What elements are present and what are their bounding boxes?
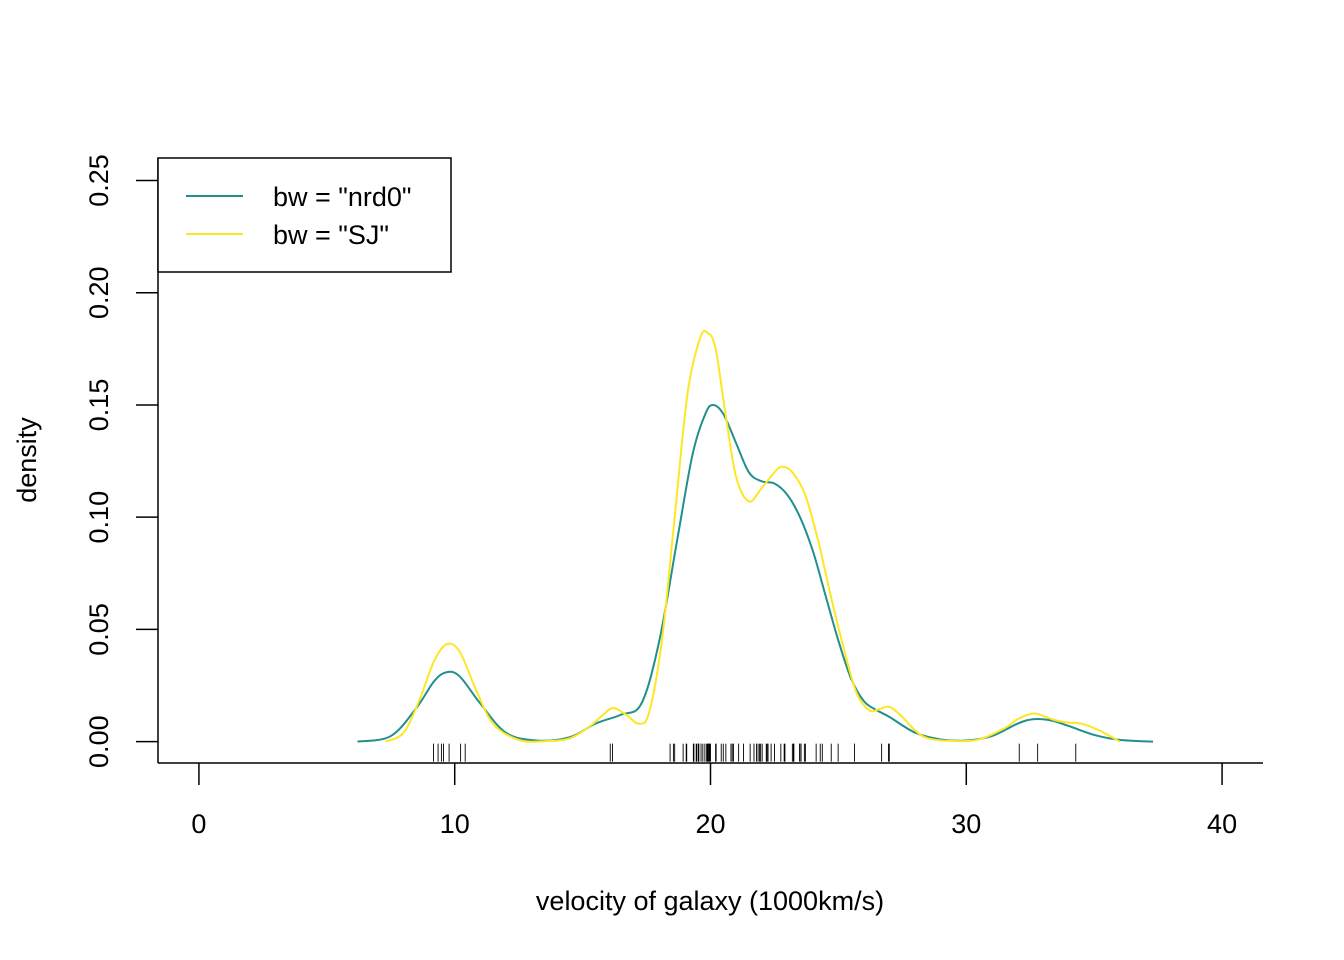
legend-label-nrd0: bw = "nrd0": [273, 182, 412, 212]
series-line-0: [357, 403, 1154, 743]
x-axis-ticks: 0 10 20 30 40: [191, 763, 1237, 839]
legend: bw = "nrd0" bw = "SJ": [157, 157, 452, 273]
y-tick-label: 0.05: [84, 603, 114, 656]
legend-box: [157, 157, 452, 273]
series-line-1: [385, 329, 1121, 743]
y-tick-label: 0.15: [84, 379, 114, 432]
y-tick-label: 0.10: [84, 491, 114, 544]
density-series: [357, 329, 1154, 743]
y-axis-ticks: 0.00 0.05 0.10 0.15 0.20 0.25: [84, 154, 158, 768]
y-tick-label: 0.00: [84, 715, 114, 768]
x-tick-label: 40: [1207, 809, 1237, 839]
y-axis-label: density: [12, 417, 42, 503]
y-tick-label: 0.20: [84, 266, 114, 319]
x-tick-label: 20: [695, 809, 725, 839]
x-axis: 0 10 20 30 40 velocity of galaxy (1000km/s): [158, 762, 1263, 916]
x-tick-label: 30: [951, 809, 981, 839]
x-axis-label: velocity of galaxy (1000km/s): [536, 886, 884, 916]
x-tick-label: 0: [191, 809, 206, 839]
legend-label-sj: bw = "SJ": [273, 220, 389, 250]
rug-marks: [433, 743, 1077, 762]
y-axis: 0.00 0.05 0.10 0.15 0.20 0.25 density: [12, 154, 159, 768]
x-tick-label: 10: [440, 809, 470, 839]
y-tick-label: 0.25: [84, 154, 114, 207]
